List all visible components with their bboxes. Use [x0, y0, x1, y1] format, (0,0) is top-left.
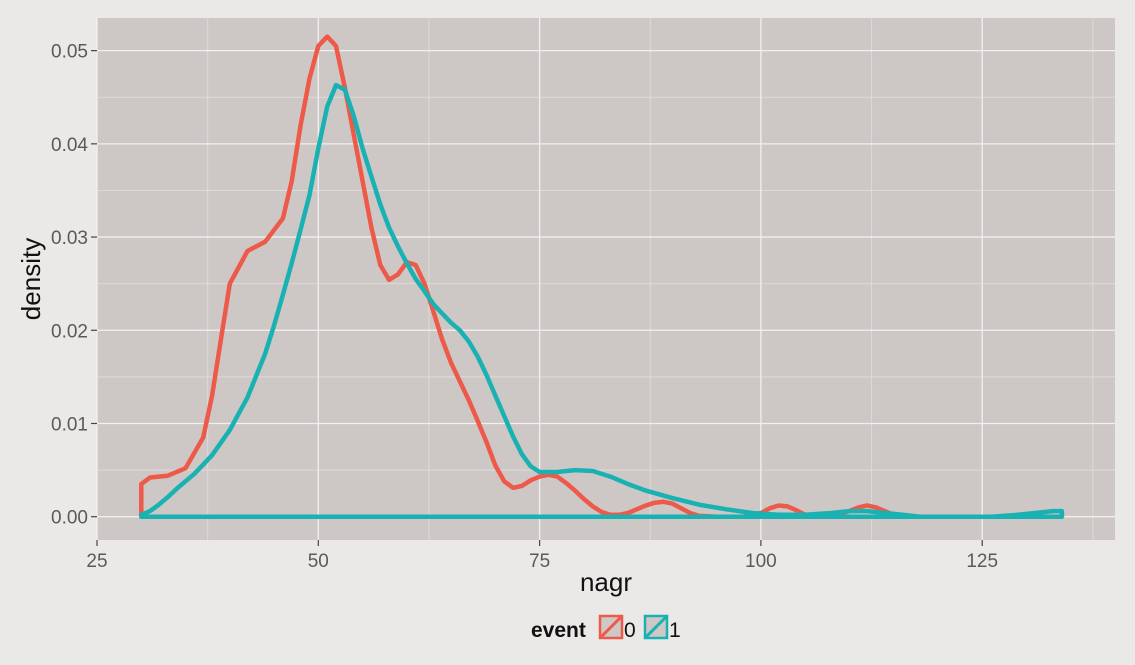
legend-key-0	[598, 614, 624, 640]
x-tick-label: 125	[966, 551, 998, 572]
panel-background	[97, 18, 1115, 540]
legend-title: event	[531, 619, 586, 642]
y-tick-label: 0.02	[51, 321, 88, 342]
density-line-event-1	[139, 82, 1065, 519]
legend-label-0: 0	[624, 619, 636, 642]
legend-key-1	[643, 614, 669, 640]
x-axis: 25 50 75 100 125	[86, 540, 998, 572]
y-tick-label: 0.05	[51, 42, 88, 63]
y-tick-label: 0.04	[51, 135, 88, 156]
y-tick-label: 0.01	[51, 414, 88, 435]
y-tick-label: 0.03	[51, 228, 88, 249]
series-layer	[139, 34, 1065, 519]
x-tick-label: 50	[308, 551, 329, 572]
x-tick-label: 100	[745, 551, 777, 572]
x-tick-label: 25	[86, 551, 107, 572]
y-axis-title: density	[16, 238, 46, 320]
x-tick-label: 75	[529, 551, 550, 572]
y-axis: 0.00 0.01 0.02 0.03 0.04 0.05	[51, 42, 97, 529]
y-tick-label: 0.00	[51, 508, 88, 529]
minor-grid	[97, 18, 1115, 540]
x-axis-title: nagr	[580, 567, 632, 597]
legend: event 0 1	[531, 614, 681, 642]
legend-label-1: 1	[669, 619, 681, 642]
